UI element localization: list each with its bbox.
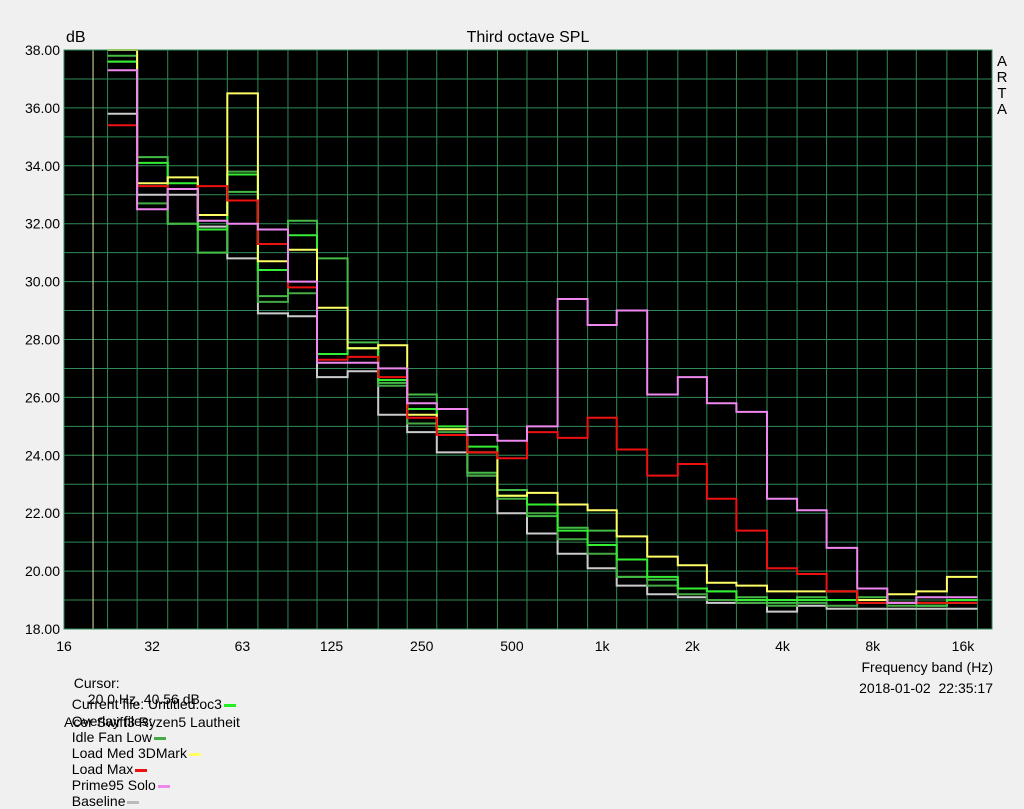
current-file-marker (223, 703, 236, 707)
x-tick-label: 250 (410, 638, 434, 654)
legend-marker-prime95 (157, 784, 170, 788)
series-line-baseline (107, 69, 978, 604)
y-tick-label: 30.00 (25, 274, 60, 290)
y-tick-label: 38.00 (25, 42, 60, 58)
y-tick-label: 34.00 (25, 158, 60, 174)
legend-marker-baseline (127, 800, 140, 804)
chart-title: Third octave SPL (467, 29, 590, 46)
overlay-item-load-med: Load Med 3DMark (71, 745, 187, 761)
overlay-label: Overlay files: (71, 713, 153, 729)
y-tick-labels: 18.00 20.00 22.00 24.00 26.00 28.00 30.00 32.00… (25, 42, 60, 637)
x-tick-label: 8k (865, 638, 881, 654)
cursor-readout: Cursor: 20.0 Hz, 40.56 dB (66, 659, 200, 707)
current-file-line: Current file: Untitled.oc3 (64, 680, 240, 712)
overlay-item-prime95: Prime95 Solo (71, 777, 156, 793)
y-tick-label: 32.00 (25, 216, 60, 232)
x-tick-label: 2k (685, 638, 701, 654)
measurement-title: Acer Swift3 Ryzen5 Lautheit (64, 714, 240, 730)
y-axis-label: dB (66, 29, 86, 46)
x-tick-label: 4k (775, 638, 791, 654)
x-tick-label: 63 (235, 638, 251, 654)
x-tick-label: 125 (320, 638, 344, 654)
brand-letter: R (997, 69, 1008, 86)
brand-letter: A (997, 101, 1007, 118)
y-tick-label: 18.00 (25, 621, 60, 637)
brand-letter: A (997, 53, 1007, 70)
overlay-item-idle-fan-low: Idle Fan Low (71, 729, 152, 745)
x-tick-label: 16k (952, 638, 976, 654)
timestamp: 2018-01-02 22:35:17 (859, 680, 993, 696)
grid-lines (64, 50, 992, 629)
y-tick-label: 24.00 (25, 447, 60, 463)
y-tick-label: 26.00 (25, 389, 60, 405)
brand-letter: T (997, 85, 1006, 102)
current-file-label: Current file: Untitled.oc3 (71, 696, 222, 712)
overlay-item-load-max: Load Max (71, 761, 134, 777)
series-line-prime95-solo (107, 124, 978, 604)
x-tick-label: 500 (500, 638, 524, 654)
y-tick-label: 36.00 (25, 100, 60, 116)
x-tick-label: 16 (56, 638, 72, 654)
x-tick-label: 32 (144, 638, 160, 654)
y-tick-label: 20.00 (25, 563, 60, 579)
plot-border (63, 49, 993, 630)
y-tick-label: 22.00 (25, 505, 60, 521)
x-axis-label: Frequency band (Hz) (861, 659, 993, 675)
overlay-item-baseline: Baseline (71, 793, 126, 809)
legend-marker-load-med (188, 752, 201, 756)
legend-marker-load-max (135, 768, 148, 772)
series-line-load-max (107, 49, 978, 601)
x-tick-label: 1k (595, 638, 611, 654)
series-lines (107, 49, 978, 613)
chart-area: 18.00 20.00 22.00 24.00 26.00 28.00 30.00 32.00… (25, 29, 1008, 654)
legend-marker-idle-fan-low (153, 736, 166, 740)
y-tick-label: 28.00 (25, 332, 60, 348)
cursor-value: 20.0 Hz, 40.56 dB (87, 691, 200, 707)
cursor-label: Cursor: (73, 675, 120, 691)
x-tick-labels: 16 32 63 125 250 500 1k 2k 4k 8k 16k (56, 638, 975, 654)
